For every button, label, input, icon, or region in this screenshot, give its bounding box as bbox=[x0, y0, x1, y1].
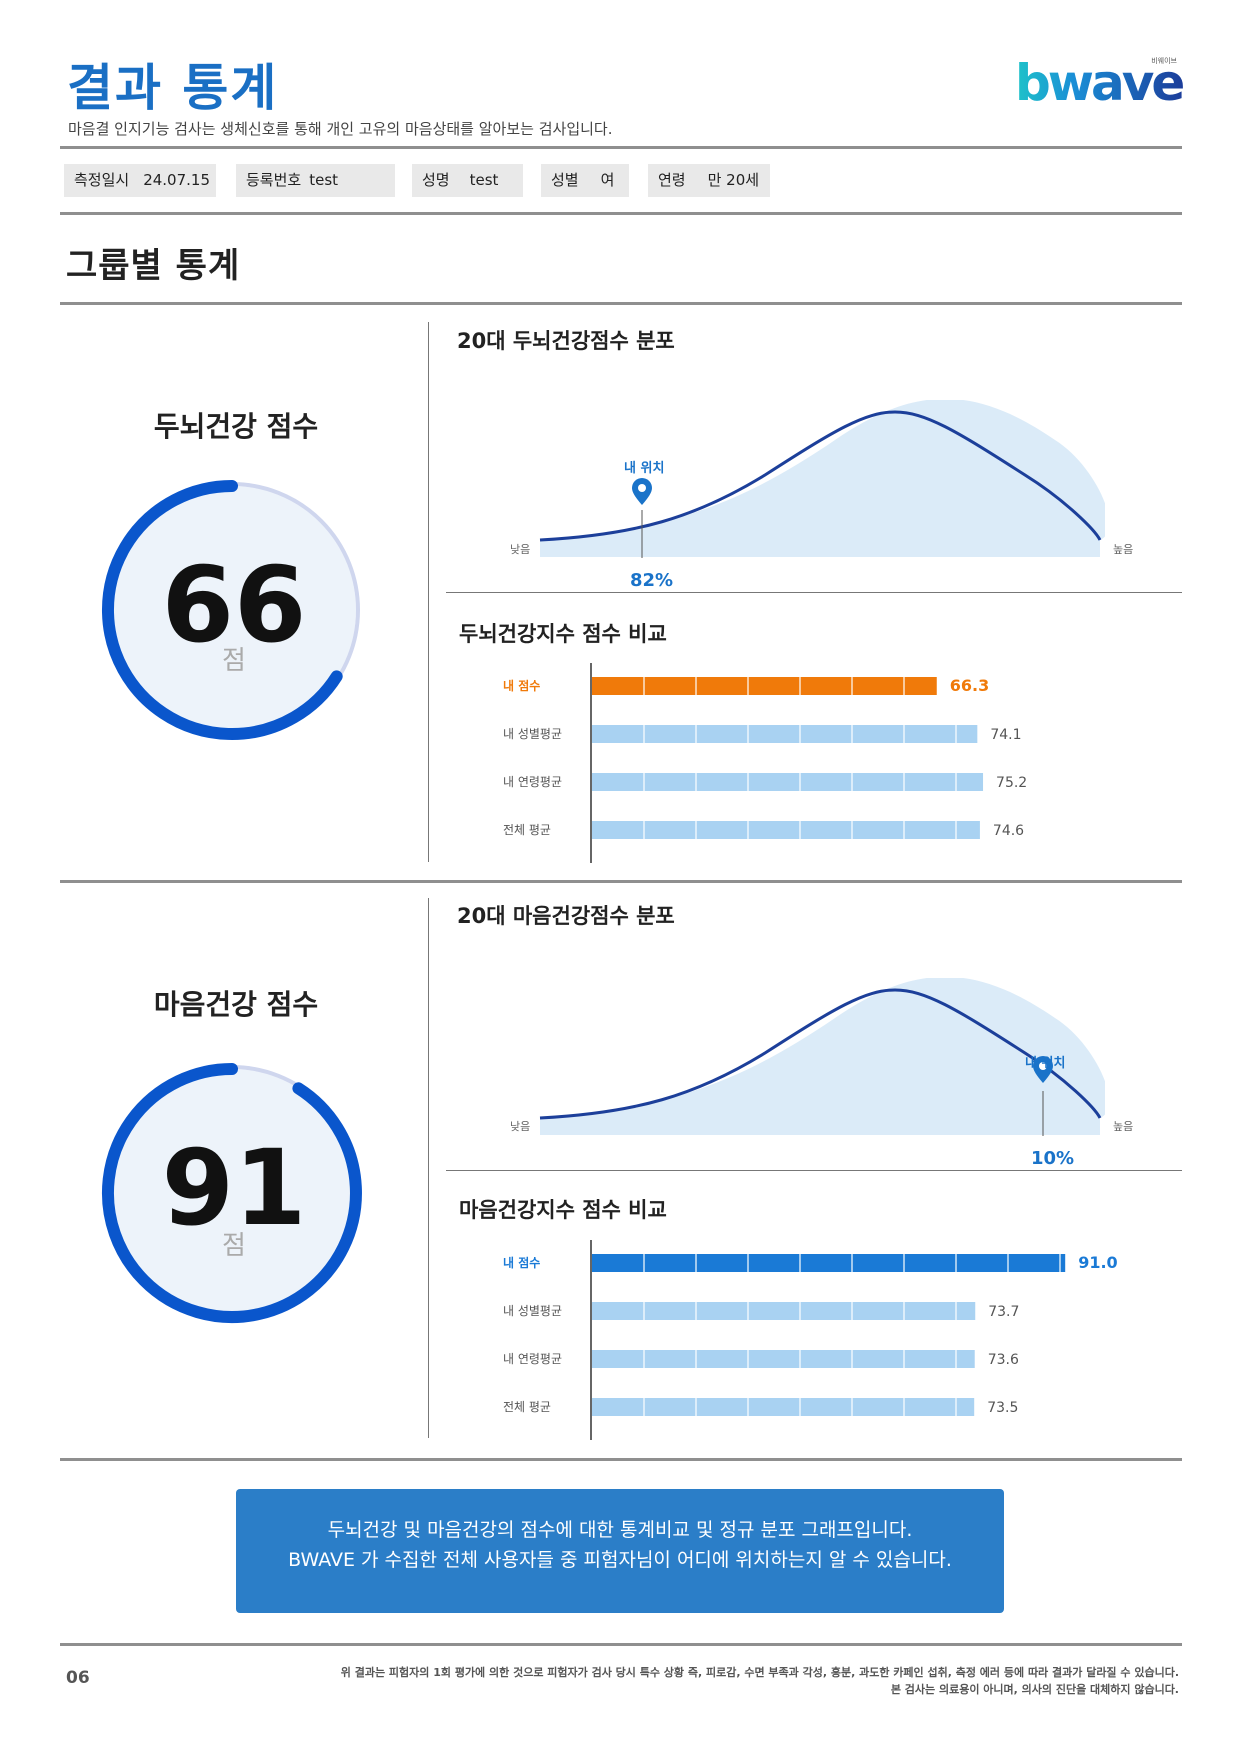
mind-ring-progress bbox=[101, 1063, 362, 1323]
brain-score-title: 두뇌건강 점수 bbox=[153, 410, 319, 443]
brain-section-divider bbox=[60, 880, 1182, 883]
page-subtitle: 마음결 인지기능 검사는 생체신호를 통해 개인 고유의 마음상태를 알아보는 … bbox=[68, 120, 613, 138]
mind-dist-area bbox=[540, 978, 1105, 1118]
brain-low-label: 낮음 bbox=[510, 543, 531, 556]
brain-high-label: 높음 bbox=[1113, 543, 1134, 556]
mind-score-title: 마음건강 점수 bbox=[153, 988, 319, 1021]
mind-position-label: 내 위치 bbox=[1025, 1056, 1066, 1071]
disclaimer-line-1: 위 결과는 피험자의 1회 평가에 의한 것으로 피험자가 검사 당시 특수 상… bbox=[340, 1666, 1179, 1679]
info-date: 측정일시 24.07.15 bbox=[64, 164, 216, 197]
note-line-2: BWAVE 가 수집한 전체 사용자들 중 피험자님이 어디에 위치하는지 알 … bbox=[288, 1549, 952, 1571]
mind-bar-label: 내 연령평균 bbox=[503, 1352, 562, 1366]
brain-score-value: 66 bbox=[161, 544, 307, 666]
info-age: 연령 만 20세 bbox=[648, 164, 770, 197]
footer-divider bbox=[60, 1643, 1182, 1646]
mind-section-divider bbox=[60, 1458, 1182, 1461]
page-title: 결과 통계 bbox=[67, 59, 279, 117]
brain-ring-progress bbox=[101, 480, 343, 740]
brain-score-ring bbox=[101, 480, 360, 740]
disclaimer: 위 결과는 피험자의 1회 평가에 의한 것으로 피험자가 검사 당시 특수 상… bbox=[279, 1664, 1179, 1698]
brain-bar-value: 74.1 bbox=[990, 727, 1021, 743]
brain-bar bbox=[592, 725, 978, 743]
brain-dist-line bbox=[539, 410, 1102, 542]
mind-dist-title: 20대 마음건강점수 분포 bbox=[457, 904, 675, 928]
section-divider bbox=[60, 302, 1182, 305]
info-name: 성명 test bbox=[412, 164, 523, 197]
info-date-label: 측정일시 bbox=[74, 171, 130, 189]
info-note-box: 두뇌건강 및 마음건강의 점수에 대한 통계비교 및 정규 분포 그래프입니다.… bbox=[236, 1489, 1004, 1613]
brain-dist-baseline-band bbox=[540, 540, 1100, 557]
brain-position-label: 내 위치 bbox=[624, 461, 665, 476]
mind-dist-divider bbox=[446, 1170, 1182, 1171]
mind-percentile: 10% bbox=[1031, 1148, 1075, 1169]
brain-compare-title: 두뇌건강지수 점수 비교 bbox=[459, 622, 667, 646]
mind-bar-value: 73.6 bbox=[988, 1352, 1019, 1368]
brain-distribution-curve bbox=[539, 400, 1105, 558]
brain-ring-bg bbox=[108, 486, 356, 734]
note-line-1: 두뇌건강 및 마음건강의 점수에 대한 통계비교 및 정규 분포 그래프입니다. bbox=[327, 1519, 913, 1541]
brain-panel-divider bbox=[428, 322, 429, 862]
info-reg: 등록번호 test bbox=[236, 164, 395, 197]
brain-bar-label: 내 점수 bbox=[503, 678, 540, 693]
section-title: 그룹별 통계 bbox=[66, 246, 241, 286]
mind-compare-title: 마음건강지수 점수 비교 bbox=[459, 1198, 667, 1222]
brain-bar bbox=[592, 677, 937, 695]
page-number: 06 bbox=[66, 1668, 90, 1688]
mind-bar bbox=[592, 1254, 1066, 1272]
mind-dist-baseline-band bbox=[540, 1118, 1100, 1135]
brain-percentile: 82% bbox=[630, 570, 674, 591]
brain-compare-chart: 내 점수 66.3 내 성별평균 74.1 내 연령평균 75.2 전체 평균 74.6 bbox=[503, 663, 1027, 863]
brain-bar-value: 66.3 bbox=[950, 676, 989, 695]
mind-bar-value: 91.0 bbox=[1078, 1253, 1117, 1272]
brain-dist-area bbox=[540, 400, 1105, 540]
logo-small-text: 비웨이브 bbox=[1151, 56, 1177, 65]
info-date-value: 24.07.15 bbox=[143, 171, 210, 189]
info-gender-value: 여 bbox=[600, 171, 615, 189]
mind-compare-chart: 내 점수 91.0 내 성별평균 73.7 내 연령평균 73.6 전체 평균 73.5 bbox=[503, 1240, 1118, 1440]
info-gender: 성별 여 bbox=[541, 164, 629, 197]
mind-bar-label: 내 점수 bbox=[503, 1255, 540, 1270]
mind-bar-value: 73.5 bbox=[987, 1400, 1018, 1416]
brain-score-unit: 점 bbox=[222, 646, 246, 676]
mind-bar bbox=[592, 1398, 975, 1416]
info-reg-value: test bbox=[309, 171, 339, 189]
mind-distribution-curve bbox=[539, 978, 1105, 1136]
info-divider bbox=[60, 212, 1182, 215]
header-divider bbox=[60, 146, 1182, 149]
mind-score-value: 91 bbox=[161, 1127, 307, 1249]
mind-bar bbox=[592, 1302, 976, 1320]
brain-dist-title: 20대 두뇌건강점수 분포 bbox=[457, 329, 675, 353]
brain-bar-label: 내 성별평균 bbox=[503, 727, 562, 741]
mind-bar-label: 내 성별평균 bbox=[503, 1304, 562, 1318]
info-name-label: 성명 bbox=[422, 171, 450, 189]
brain-bar bbox=[592, 773, 984, 791]
info-name-value: test bbox=[469, 171, 499, 189]
mind-score-unit: 점 bbox=[222, 1231, 246, 1261]
mind-low-label: 낮음 bbox=[510, 1120, 531, 1133]
mind-panel-divider bbox=[428, 898, 429, 1438]
brain-bar-value: 75.2 bbox=[996, 775, 1027, 791]
mind-bar bbox=[592, 1350, 975, 1368]
bwave-logo: 비웨이브 bwave bbox=[1015, 54, 1185, 110]
info-age-value: 만 20세 bbox=[707, 171, 760, 189]
disclaimer-line-2: 본 검사는 의료용이 아니며, 의사의 진단을 대체하지 않습니다. bbox=[890, 1683, 1179, 1696]
info-gender-label: 성별 bbox=[551, 171, 579, 189]
logo-wordmark: bwave bbox=[1015, 54, 1183, 110]
mind-ring-bg bbox=[108, 1069, 356, 1317]
mind-score-ring bbox=[101, 1063, 362, 1323]
brain-bar-value: 74.6 bbox=[993, 823, 1024, 839]
info-age-label: 연령 bbox=[658, 171, 686, 189]
brain-dist-divider bbox=[446, 592, 1182, 593]
brain-bar-label: 전체 평균 bbox=[503, 823, 551, 837]
info-reg-label: 등록번호 bbox=[246, 171, 302, 189]
brain-bar-label: 내 연령평균 bbox=[503, 775, 562, 789]
mind-high-label: 높음 bbox=[1113, 1120, 1134, 1133]
mind-bar-label: 전체 평균 bbox=[503, 1400, 551, 1414]
mind-bar-value: 73.7 bbox=[988, 1304, 1019, 1320]
brain-bar bbox=[592, 821, 980, 839]
